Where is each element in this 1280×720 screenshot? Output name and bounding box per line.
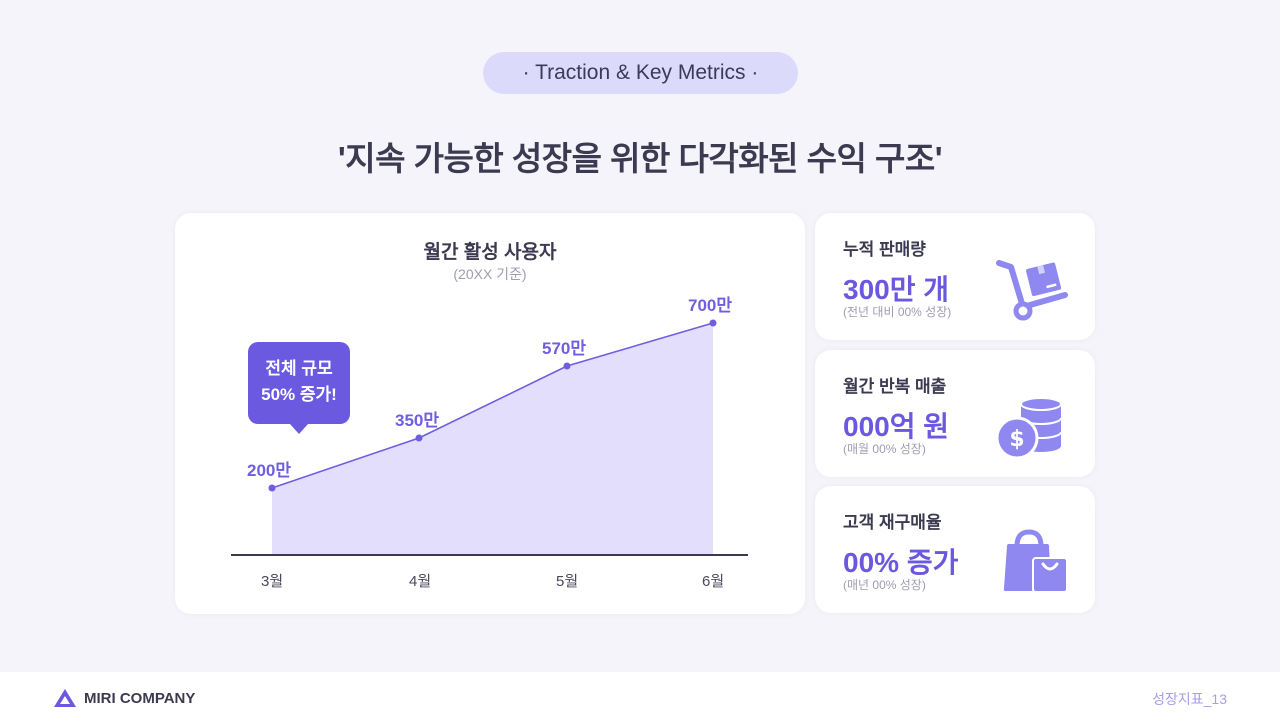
- x-tick-apr: 4월: [409, 573, 432, 590]
- callout-line-1: 전체 규모: [265, 359, 333, 378]
- data-point-may[interactable]: [563, 362, 571, 370]
- page-title: '지속 가능한 성장을 위한 다각화된 수익 구조': [337, 140, 943, 177]
- metric-card-repurchase: 고객 재구매율 00% 증가 (매년 00% 성장): [815, 486, 1095, 613]
- company-name: MIRI COMPANY: [84, 689, 196, 707]
- logo-triangle-icon: [54, 689, 76, 707]
- callout-line-2: 50% 증가!: [261, 385, 337, 404]
- metric-card-sales: 누적 판매량 300만 개 (전년 대비 00% 성장): [815, 213, 1095, 340]
- value-label-may: 570만: [542, 339, 587, 358]
- metric-note: (전년 대비 00% 성장): [843, 305, 952, 319]
- section-pill: · Traction & Key Metrics ·: [483, 52, 798, 94]
- area-chart: [231, 319, 748, 556]
- footer: MIRI COMPANY 성장지표_13: [0, 672, 1280, 720]
- growth-callout: 전체 규모 50% 증가!: [248, 342, 350, 434]
- chart-subtitle: (20XX 기준): [453, 266, 527, 282]
- metric-card-revenue: 월간 반복 매출 000억 원 (매월 00% 성장) $: [815, 350, 1095, 477]
- data-point-apr[interactable]: [415, 434, 423, 442]
- x-tick-may: 5월: [556, 573, 579, 590]
- value-label-apr: 350만: [395, 411, 440, 430]
- metric-title: 누적 판매량: [843, 240, 926, 259]
- value-label-mar: 200만: [247, 461, 292, 480]
- metric-note: (매월 00% 성장): [843, 442, 926, 456]
- area-fill: [272, 323, 713, 555]
- trend-line: [271, 322, 714, 489]
- company-logo[interactable]: MIRI COMPANY: [53, 688, 195, 708]
- svg-text:$: $: [1009, 427, 1024, 452]
- coins-dollar-icon: $: [995, 397, 1062, 460]
- shopping-bags-icon: [1003, 529, 1068, 593]
- page-number: 성장지표_13: [1152, 691, 1227, 707]
- data-point-jun[interactable]: [709, 319, 717, 327]
- value-label-jun: 700만: [688, 296, 733, 315]
- metric-title: 고객 재구매율: [843, 513, 942, 532]
- metric-value: 300만 개: [843, 274, 950, 305]
- metric-value: 00% 증가: [843, 547, 959, 578]
- x-tick-mar: 3월: [261, 573, 284, 590]
- section-pill-label: · Traction & Key Metrics ·: [522, 61, 759, 84]
- metric-value: 000억 원: [843, 411, 950, 442]
- metric-title: 월간 반복 매출: [843, 377, 947, 396]
- mau-chart-card: 월간 활성 사용자 (20XX 기준) 200만 350만 570만 700만 …: [175, 213, 805, 614]
- metric-note: (매년 00% 성장): [843, 578, 926, 592]
- x-tick-jun: 6월: [702, 573, 725, 590]
- data-point-mar[interactable]: [268, 484, 276, 492]
- chart-title: 월간 활성 사용자: [423, 242, 557, 263]
- hand-truck-icon: [996, 260, 1068, 321]
